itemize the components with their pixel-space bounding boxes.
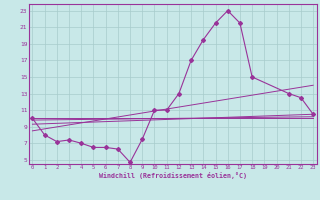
X-axis label: Windchill (Refroidissement éolien,°C): Windchill (Refroidissement éolien,°C) bbox=[99, 172, 247, 179]
